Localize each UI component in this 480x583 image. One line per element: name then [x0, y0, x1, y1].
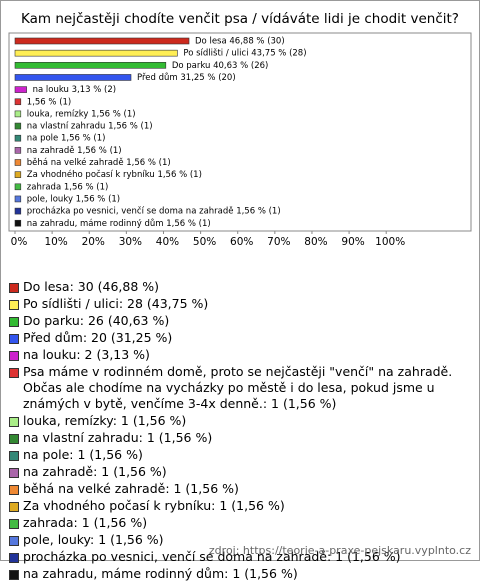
x-tick-label: 20% [82, 236, 105, 248]
x-tick-label: 90% [341, 236, 364, 248]
legend-label: Psa máme v rodinném domě, proto se nejča… [23, 364, 453, 411]
x-tick-label: 40% [156, 236, 179, 248]
value-label: Po sídlišti / ulici 43,75 % (28) [183, 48, 306, 59]
legend-label: Do parku: 26 (40,63 %) [23, 313, 170, 328]
legend-swatch [9, 468, 19, 478]
value-label: Za vhodného počasí k rybníku 1,56 % (1) [27, 169, 202, 180]
legend-label: zahrada: 1 (1,56 %) [23, 515, 148, 530]
bar [14, 134, 22, 142]
legend-swatch [9, 317, 19, 327]
x-tick-label: 30% [119, 236, 142, 248]
value-label: louka, remízky 1,56 % (1) [27, 109, 136, 119]
value-label: běhá na velké zahradě 1,56 % (1) [27, 157, 171, 168]
x-tick-label: 80% [304, 236, 327, 248]
legend-label: Po sídlišti / ulici: 28 (43,75 %) [23, 296, 209, 311]
legend-label: Za vhodného počasí k rybníku: 1 (1,56 %) [23, 498, 285, 513]
x-tick-label: 0% [11, 236, 28, 248]
legend-label: pole, louky: 1 (1,56 %) [23, 532, 164, 547]
value-label: na zahradě 1,56 % (1) [27, 146, 122, 156]
bar [14, 207, 22, 215]
legend-label: na pole: 1 (1,56 %) [23, 447, 143, 462]
legend-label: běhá na velké zahradě: 1 (1,56 %) [23, 481, 239, 496]
legend-item: Před dům: 20 (31,25 %) [9, 330, 471, 346]
bar [14, 147, 22, 154]
chart: Kam nejčastěji chodíte venčit psa / vídá… [8, 11, 472, 248]
x-tick-label: 100% [375, 236, 405, 248]
legend-label: procházka po vesnici, venčí se doma na z… [23, 549, 401, 564]
legend-swatch [9, 368, 19, 378]
value-label: Do parku 40,63 % (26) [172, 61, 269, 71]
value-label: zahrada 1,56 % (1) [27, 182, 109, 192]
value-label: Do lesa 46,88 % (30) [195, 37, 285, 47]
legend-swatch [9, 536, 19, 546]
bar [14, 86, 27, 93]
legend-label: Do lesa: 30 (46,88 %) [23, 279, 160, 294]
bar [14, 37, 190, 45]
legend-item: běhá na velké zahradě: 1 (1,56 %) [9, 481, 471, 497]
legend-item: louka, remízky: 1 (1,56 %) [9, 413, 471, 429]
legend-label: na vlastní zahradu: 1 (1,56 %) [23, 430, 213, 445]
legend-swatch [9, 553, 19, 563]
legend-label: na zahradu, máme rodinný dům: 1 (1,56 %) [23, 566, 298, 581]
bar [14, 110, 22, 118]
legend-swatch [9, 351, 19, 361]
legend-label: na louku: 2 (3,13 %) [23, 347, 150, 362]
x-tick-label: 70% [267, 236, 290, 248]
source: zdroj: https://teorie-a-praxe-pejskaru.v… [208, 544, 471, 557]
bar [14, 195, 22, 203]
value-label: na louku 3,13 % (2) [33, 85, 116, 95]
bar [14, 219, 22, 227]
value-label: na vlastní zahradu 1,56 % (1) [27, 122, 153, 132]
x-tick-label: 50% [193, 236, 216, 248]
legend-item: pole, louky: 1 (1,56 %) [9, 532, 471, 548]
legend-item: na zahradě: 1 (1,56 %) [9, 464, 471, 480]
legend-label: na zahradě: 1 (1,56 %) [23, 464, 167, 479]
legend-item: na vlastní zahradu: 1 (1,56 %) [9, 430, 471, 446]
value-label: pole, louky 1,56 % (1) [27, 194, 120, 204]
bar [14, 183, 22, 191]
legend-item: na pole: 1 (1,56 %) [9, 447, 471, 463]
bar [14, 98, 22, 106]
legend-item: zahrada: 1 (1,56 %) [9, 515, 471, 531]
legend-item: Psa máme v rodinném domě, proto se nejča… [9, 364, 471, 412]
legend-label: Před dům: 20 (31,25 %) [23, 330, 173, 345]
bar [14, 171, 22, 178]
legend-item: Za vhodného počasí k rybníku: 1 (1,56 %) [9, 498, 471, 514]
value-label: na pole 1,56 % (1) [27, 134, 106, 144]
legend-swatch [9, 519, 19, 529]
bar [14, 61, 167, 69]
chart-title: Kam nejčastěji chodíte venčit psa / vídá… [21, 11, 459, 27]
legend-swatch [9, 570, 19, 580]
x-tick-label: 10% [44, 236, 67, 248]
legend-item: Do parku: 26 (40,63 %) [9, 313, 471, 329]
legend-swatch [9, 300, 19, 310]
value-label: 1,56 % (1) [27, 97, 71, 107]
legend-item: na louku: 2 (3,13 %) [9, 347, 471, 363]
legend: Do lesa: 30 (46,88 %) Po sídlišti / ulici… [9, 279, 471, 583]
legend-item: Po sídlišti / ulici: 28 (43,75 %) [9, 296, 471, 312]
x-tick-label: 60% [230, 236, 253, 248]
bar [14, 159, 22, 166]
bar [14, 122, 22, 130]
bar [14, 49, 178, 57]
legend-item: Do lesa: 30 (46,88 %) [9, 279, 471, 295]
legend-swatch [9, 283, 19, 293]
legend-swatch [9, 334, 19, 344]
value-label: Před dům 31,25 % (20) [137, 72, 236, 83]
legend-swatch [9, 434, 19, 444]
bar [14, 74, 132, 81]
legend-swatch [9, 502, 19, 512]
plot-frame [8, 32, 472, 232]
legend-item: na zahradu, máme rodinný dům: 1 (1,56 %) [9, 566, 471, 582]
value-label: procházka po vesnici, venčí se doma na z… [27, 206, 281, 217]
legend-swatch [9, 451, 19, 461]
legend-label: louka, remízky: 1 (1,56 %) [23, 413, 187, 428]
legend-swatch [9, 417, 19, 427]
legend-swatch [9, 485, 19, 495]
value-label: na zahradu, máme rodinný dům 1,56 % (1) [27, 218, 211, 229]
